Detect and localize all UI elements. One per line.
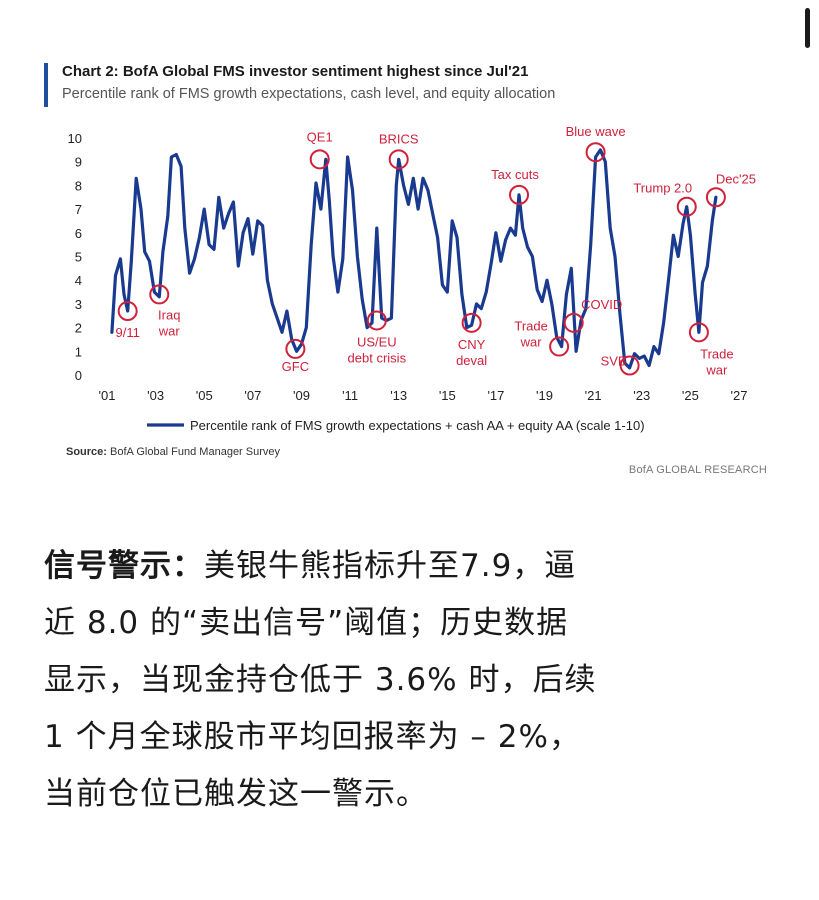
- event-marker: [366, 310, 387, 331]
- chart-title: Chart 2: BofA Global FMS investor sentim…: [62, 63, 529, 80]
- event-label: Trade: [514, 319, 547, 334]
- x-tick-label: '11: [342, 388, 358, 403]
- event-label: CNY: [458, 337, 486, 352]
- article-line-2: 近 8.0 的“卖出信号”阈值；历史数据: [44, 605, 569, 641]
- event-marker: [705, 187, 726, 208]
- event-label: war: [705, 362, 728, 377]
- event-marker: [117, 301, 138, 322]
- y-tick-label: 0: [75, 368, 82, 383]
- legend-label: Percentile rank of FMS growth expectatio…: [190, 418, 645, 433]
- event-marker: [149, 284, 170, 305]
- chart-card: Chart 2: BofA Global FMS investor sentim…: [44, 55, 779, 495]
- event-label: Trump 2.0: [633, 181, 692, 196]
- event-marker: [688, 322, 709, 343]
- event-label: SVB: [601, 354, 627, 369]
- x-tick-label: '01: [99, 388, 116, 403]
- chart-source: Source: BofA Global Fund Manager Survey: [66, 446, 280, 458]
- brand-label: BofA GLOBAL RESEARCH: [628, 464, 767, 476]
- x-tick-label: '19: [536, 388, 553, 403]
- chart-subtitle: Percentile rank of FMS growth expectatio…: [62, 86, 556, 102]
- y-tick-label: 2: [75, 321, 82, 336]
- event-label: QE1: [307, 129, 333, 144]
- event-label: war: [520, 335, 543, 350]
- article-lead: 信号警示：: [44, 548, 204, 584]
- y-tick-label: 7: [75, 202, 82, 217]
- title-accent-bar: [44, 63, 48, 107]
- event-label: COVID: [581, 297, 622, 312]
- x-tick-label: '05: [196, 388, 213, 403]
- y-tick-label: 3: [75, 297, 82, 312]
- article-text: 信号警示：美银牛熊指标升至7.9，逼 近 8.0 的“卖出信号”阈值；历史数据 …: [44, 538, 784, 823]
- x-tick-label: '27: [731, 388, 748, 403]
- event-label: BRICS: [379, 131, 419, 146]
- event-marker: [585, 142, 606, 163]
- event-label: war: [158, 323, 181, 338]
- y-tick-label: 9: [75, 155, 82, 170]
- event-marker: [388, 149, 409, 170]
- event-label: Dec'25: [716, 171, 756, 186]
- event-label: 9/11: [115, 325, 139, 340]
- event-marker: [619, 355, 640, 376]
- x-tick-label: '15: [439, 388, 456, 403]
- event-marker: [676, 196, 697, 217]
- y-tick-label: 6: [75, 226, 82, 241]
- scrollbar-handle[interactable]: [805, 8, 810, 48]
- x-tick-label: '21: [585, 388, 602, 403]
- article-line-3: 显示，当现金持仓低于 3.6% 时，后续: [44, 662, 597, 698]
- event-label: Blue wave: [566, 124, 626, 139]
- x-tick-label: '13: [390, 388, 407, 403]
- event-marker: [461, 312, 482, 333]
- event-label: US/EU: [357, 334, 397, 349]
- source-text: BofA Global Fund Manager Survey: [110, 446, 281, 458]
- event-marker: [509, 184, 530, 205]
- source-label: Source:: [66, 446, 107, 458]
- article-line-5: 当前仓位已触发这一警示。: [44, 776, 428, 812]
- x-tick-label: '07: [244, 388, 261, 403]
- event-label: debt crisis: [348, 350, 407, 365]
- x-tick-label: '03: [147, 388, 164, 403]
- article-line-4: 1 个月全球股市平均回报率为 – 2%，: [44, 719, 581, 755]
- y-tick-label: 4: [75, 273, 82, 288]
- y-tick-label: 8: [75, 178, 82, 193]
- event-label: GFC: [282, 359, 309, 374]
- event-label: Tax cuts: [491, 167, 539, 182]
- y-tick-label: 5: [75, 250, 82, 265]
- article-line-1-text: 美银牛熊指标升至7.9，逼: [204, 548, 577, 584]
- event-label: Iraq: [158, 307, 180, 322]
- x-tick-label: '09: [293, 388, 310, 403]
- y-tick-label: 10: [68, 131, 82, 146]
- event-marker: [309, 149, 330, 170]
- y-tick-label: 1: [75, 344, 82, 359]
- sentiment-line-chart: 0 1 2 3 4 5 6 7 8 9 10 '01 '03 '05 '07 '09 '11 '13 '15 '17 '…: [68, 124, 756, 433]
- article-line-1: 信号警示：美银牛熊指标升至7.9，逼: [44, 538, 784, 595]
- series-line: [110, 148, 718, 370]
- event-label: deval: [456, 353, 487, 368]
- event-marker: [285, 338, 306, 359]
- event-marker: [563, 312, 584, 333]
- x-tick-label: '17: [487, 388, 504, 403]
- x-tick-label: '25: [682, 388, 699, 403]
- x-tick-label: '23: [633, 388, 650, 403]
- event-marker: [549, 336, 570, 357]
- event-label: Trade: [700, 346, 733, 361]
